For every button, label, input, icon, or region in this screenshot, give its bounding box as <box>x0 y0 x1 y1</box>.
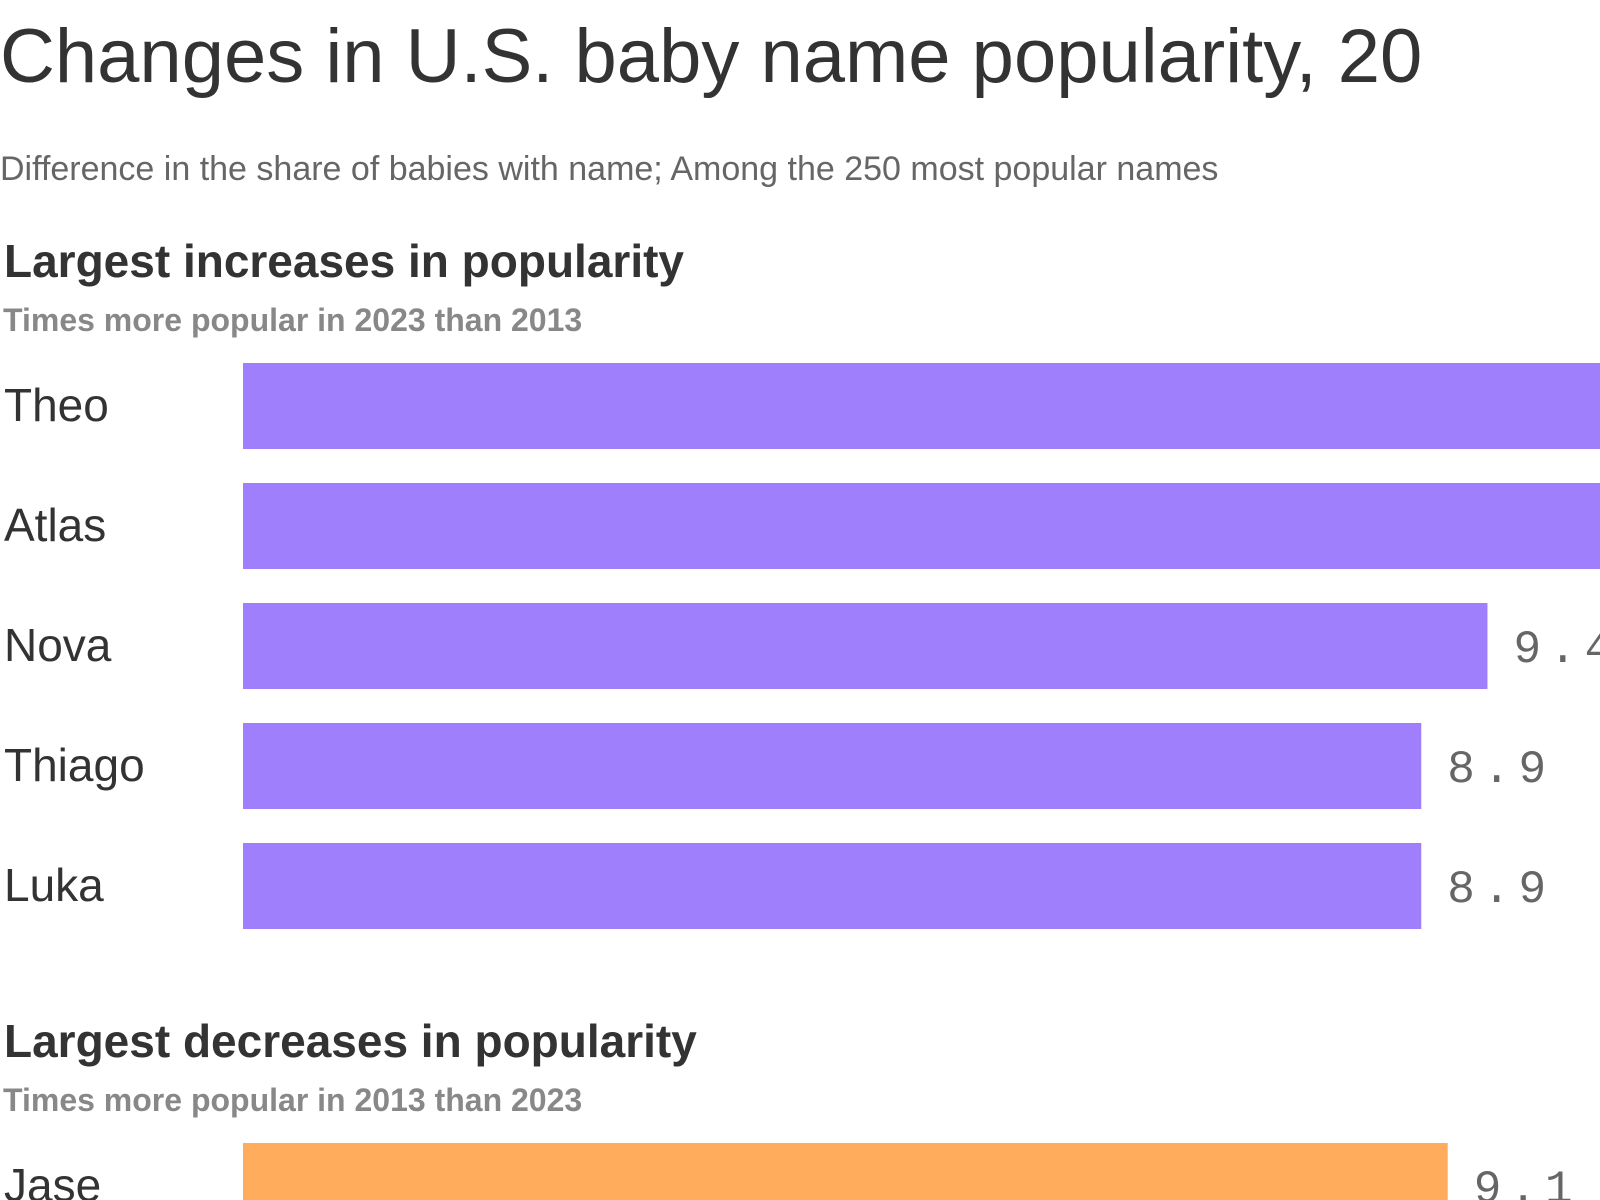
page-subtitle: Difference in the share of babies with n… <box>0 150 1218 188</box>
value-label: 8.9 <box>1447 864 1554 916</box>
bar <box>243 603 1488 689</box>
section-subtitle: Times more popular in 2013 than 2023 <box>3 1082 582 1118</box>
page-title: Changes in U.S. baby name popularity, 20 <box>0 14 1422 99</box>
category-label: Nova <box>4 619 112 671</box>
bar <box>243 843 1422 929</box>
section-subtitle: Times more popular in 2023 than 2013 <box>3 302 582 338</box>
section-title: Largest decreases in popularity <box>4 1015 697 1067</box>
bar <box>243 363 1600 449</box>
category-label: Thiago <box>4 739 145 791</box>
category-label: Atlas <box>4 499 106 551</box>
category-label: Jase <box>4 1159 101 1200</box>
bar <box>243 723 1422 809</box>
bar <box>243 1143 1448 1200</box>
category-label: Theo <box>4 379 109 431</box>
category-label: Luka <box>4 859 104 911</box>
section-title: Largest increases in popularity <box>4 235 684 287</box>
value-label: 9.4 <box>1513 624 1600 676</box>
bar <box>243 483 1600 569</box>
value-label: 9.1 <box>1474 1164 1581 1200</box>
value-label: 8.9 <box>1447 744 1554 796</box>
